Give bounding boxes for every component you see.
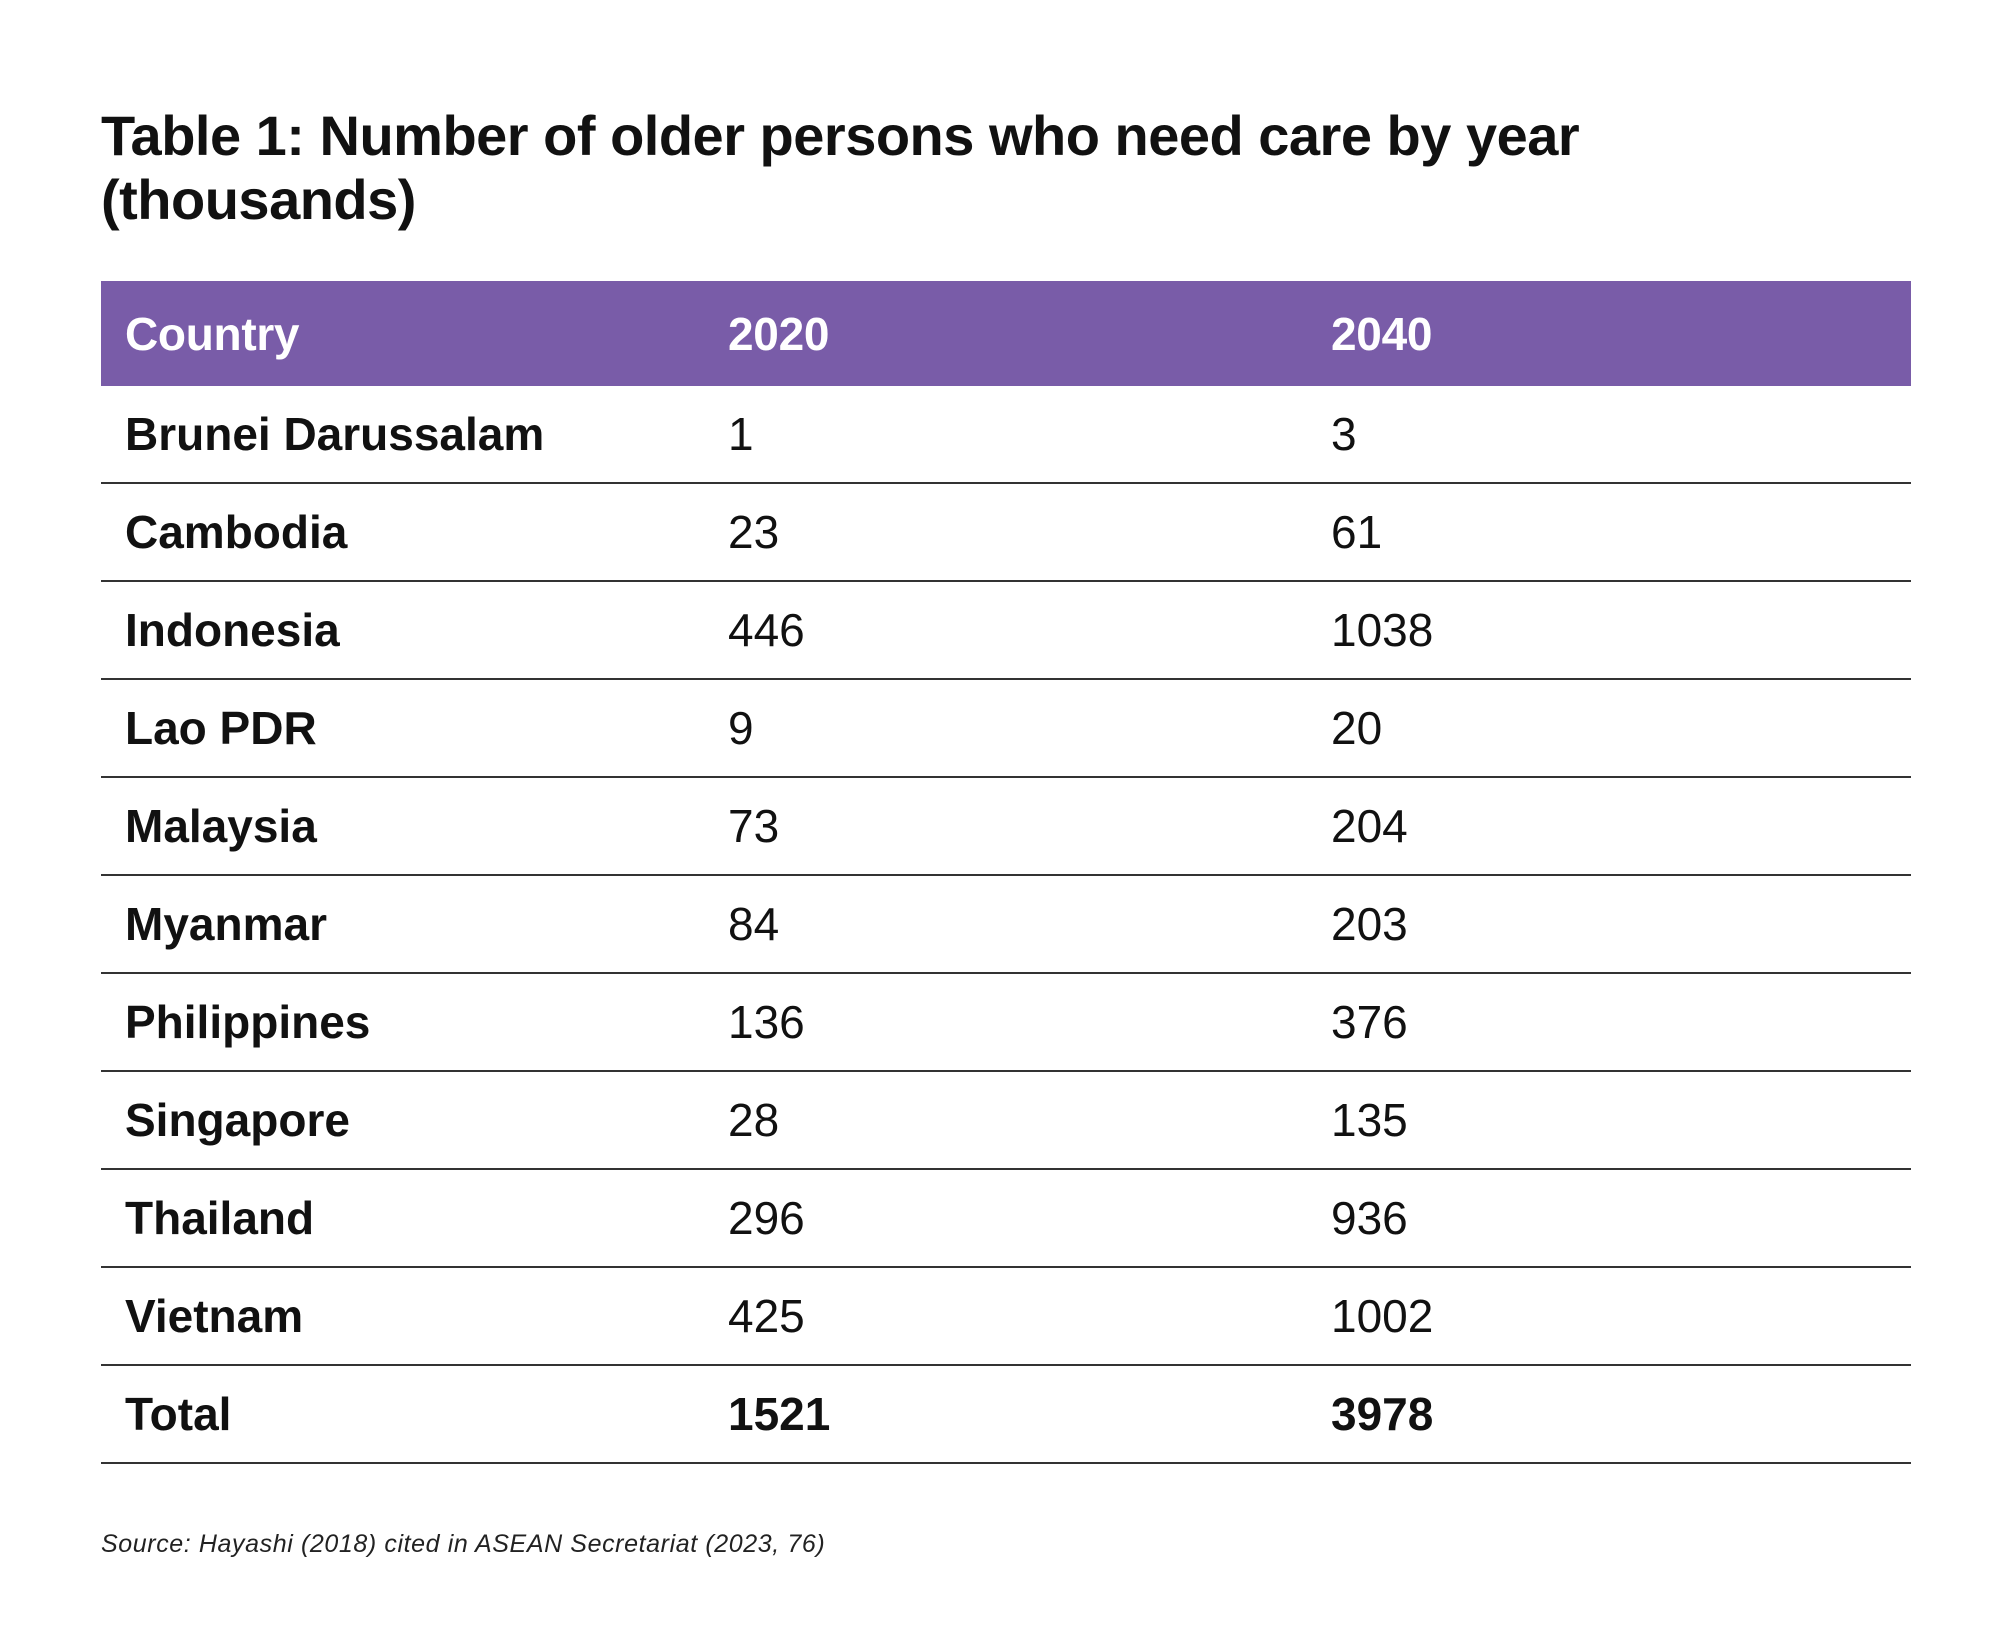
value-2020-cell: 296	[704, 1169, 1307, 1268]
table-row: Philippines 136 376	[101, 973, 1911, 1072]
total-2020: 1521	[704, 1365, 1307, 1464]
value-2040-cell: 3	[1307, 386, 1911, 484]
value-2040-cell: 203	[1307, 875, 1911, 974]
value-2020-cell: 425	[704, 1267, 1307, 1366]
country-cell: Philippines	[101, 973, 704, 1072]
country-cell: Malaysia	[101, 777, 704, 876]
country-cell: Singapore	[101, 1071, 704, 1170]
table-header: Country 2020 2040	[101, 281, 1911, 386]
table-row: Thailand 296 936	[101, 1169, 1911, 1268]
total-label: Total	[101, 1365, 704, 1464]
country-cell: Vietnam	[101, 1267, 704, 1366]
care-needs-table: Country 2020 2040 Brunei Darussalam 1 3 …	[101, 281, 1911, 1464]
value-2040-cell: 61	[1307, 483, 1911, 582]
value-2040-cell: 376	[1307, 973, 1911, 1072]
table-row: Singapore 28 135	[101, 1071, 1911, 1170]
country-cell: Cambodia	[101, 483, 704, 582]
country-cell: Brunei Darussalam	[101, 386, 704, 484]
country-cell: Thailand	[101, 1169, 704, 1268]
table-row: Indonesia 446 1038	[101, 581, 1911, 680]
value-2020-cell: 9	[704, 679, 1307, 778]
value-2020-cell: 1	[704, 386, 1307, 484]
header-2040: 2040	[1307, 281, 1911, 386]
header-2020: 2020	[704, 281, 1307, 386]
table-row: Vietnam 425 1002	[101, 1267, 1911, 1366]
table-title: Table 1: Number of older persons who nee…	[101, 104, 1580, 231]
value-2020-cell: 136	[704, 973, 1307, 1072]
value-2040-cell: 20	[1307, 679, 1911, 778]
source-note: Source: Hayashi (2018) cited in ASEAN Se…	[101, 1530, 826, 1558]
table-row: Cambodia 23 61	[101, 483, 1911, 582]
value-2020-cell: 84	[704, 875, 1307, 974]
value-2040-cell: 1038	[1307, 581, 1911, 680]
value-2040-cell: 1002	[1307, 1267, 1911, 1366]
table-row: Brunei Darussalam 1 3	[101, 386, 1911, 484]
header-country: Country	[101, 281, 704, 386]
value-2020-cell: 23	[704, 483, 1307, 582]
table-body: Brunei Darussalam 1 3 Cambodia 23 61 Ind…	[101, 386, 1911, 1464]
value-2040-cell: 936	[1307, 1169, 1911, 1268]
total-row: Total 1521 3978	[101, 1365, 1911, 1464]
table-row: Malaysia 73 204	[101, 777, 1911, 876]
value-2020-cell: 28	[704, 1071, 1307, 1170]
country-cell: Indonesia	[101, 581, 704, 680]
value-2040-cell: 204	[1307, 777, 1911, 876]
country-cell: Lao PDR	[101, 679, 704, 778]
table-row: Lao PDR 9 20	[101, 679, 1911, 778]
value-2020-cell: 446	[704, 581, 1307, 680]
header-row: Country 2020 2040	[101, 281, 1911, 386]
country-cell: Myanmar	[101, 875, 704, 974]
value-2020-cell: 73	[704, 777, 1307, 876]
total-2040: 3978	[1307, 1365, 1911, 1464]
table-row: Myanmar 84 203	[101, 875, 1911, 974]
value-2040-cell: 135	[1307, 1071, 1911, 1170]
